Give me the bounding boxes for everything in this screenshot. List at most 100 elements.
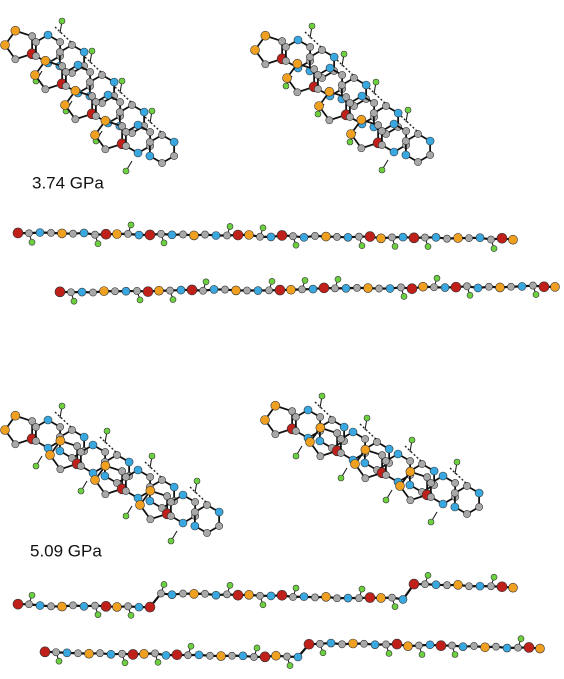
atom	[338, 641, 345, 648]
atom	[293, 453, 299, 459]
atom	[260, 602, 266, 608]
atom	[397, 284, 404, 291]
atom	[122, 660, 128, 666]
atom	[170, 138, 178, 146]
atom	[122, 287, 130, 295]
atom	[168, 231, 176, 239]
atom	[91, 131, 100, 140]
atom	[179, 590, 186, 597]
atom	[102, 491, 109, 498]
atom	[355, 233, 362, 240]
atom	[331, 285, 338, 292]
atom	[463, 283, 470, 290]
atom	[409, 579, 419, 589]
atom	[63, 649, 71, 657]
atom	[29, 592, 35, 598]
atom	[425, 244, 431, 250]
atom	[191, 508, 198, 515]
atom	[448, 642, 455, 649]
atom	[355, 594, 362, 601]
atom	[419, 282, 428, 291]
atom	[382, 471, 389, 478]
atom	[306, 438, 315, 447]
atom	[340, 423, 348, 431]
atom	[529, 282, 536, 289]
atom	[347, 130, 356, 139]
atom	[155, 286, 164, 295]
atom	[223, 591, 230, 598]
atom	[145, 602, 155, 612]
atom	[353, 284, 360, 291]
atom	[167, 512, 174, 519]
atom	[382, 641, 389, 648]
atom	[317, 453, 324, 460]
atom	[342, 284, 350, 292]
atom	[362, 475, 369, 482]
atom	[293, 242, 299, 248]
atom	[359, 243, 365, 249]
atom	[333, 595, 340, 602]
atom	[272, 431, 279, 438]
atom	[275, 285, 285, 295]
atom	[409, 437, 415, 443]
atom	[1, 41, 10, 50]
atom	[375, 285, 382, 292]
atom	[335, 276, 341, 282]
atom	[475, 489, 483, 497]
atom	[56, 447, 64, 455]
atom	[497, 233, 507, 243]
atom	[326, 117, 333, 124]
atom	[443, 582, 450, 589]
atom	[33, 463, 39, 469]
atom	[124, 603, 131, 610]
atom	[177, 286, 185, 294]
atom	[282, 57, 289, 64]
atom	[349, 428, 357, 436]
atom	[40, 647, 50, 657]
atom	[89, 289, 96, 296]
atom	[162, 651, 170, 659]
atom	[91, 476, 100, 485]
atom	[491, 574, 497, 580]
atom	[195, 651, 203, 659]
atom	[463, 510, 470, 517]
atom	[58, 229, 67, 238]
atom	[459, 643, 467, 651]
atom	[378, 141, 385, 148]
atom	[201, 231, 208, 238]
atom	[328, 416, 335, 423]
atom	[13, 228, 23, 238]
atom	[427, 493, 434, 500]
atom	[406, 467, 415, 476]
atom	[251, 46, 260, 55]
atom	[44, 31, 52, 39]
atom	[233, 230, 243, 240]
atom	[78, 488, 84, 494]
atom	[430, 467, 438, 475]
atom	[491, 246, 497, 252]
atom	[319, 283, 329, 293]
atom	[135, 231, 143, 239]
atom	[518, 282, 526, 290]
atom	[485, 283, 492, 290]
atom	[107, 650, 115, 658]
atom	[421, 581, 428, 588]
atom	[122, 473, 129, 480]
atom	[326, 64, 334, 72]
atom	[190, 231, 199, 240]
atom	[373, 79, 379, 85]
atom	[32, 423, 39, 430]
atom	[441, 284, 449, 292]
atom	[385, 445, 393, 453]
atom	[320, 650, 326, 656]
atom	[87, 68, 94, 75]
atom	[365, 232, 375, 242]
atom	[260, 652, 270, 662]
atom	[267, 233, 275, 241]
atom	[476, 234, 484, 242]
atom	[184, 652, 191, 659]
atom	[316, 640, 323, 647]
atom	[394, 450, 402, 458]
atom	[239, 652, 247, 660]
atom	[452, 479, 459, 486]
